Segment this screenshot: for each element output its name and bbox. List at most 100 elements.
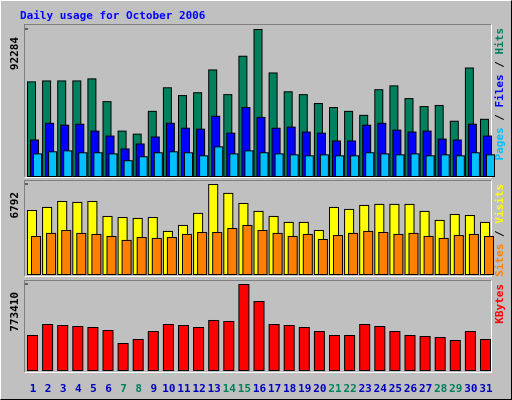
bar bbox=[259, 152, 269, 177]
bar bbox=[257, 230, 268, 275]
bar bbox=[480, 338, 491, 372]
legend-entry: Pages bbox=[493, 127, 506, 160]
x-tick-label: 8 bbox=[135, 382, 142, 395]
bar bbox=[378, 231, 389, 276]
legend: Pages / Files / Hits bbox=[493, 28, 506, 161]
x-tick-label: 18 bbox=[283, 382, 296, 395]
panel-bevel bbox=[24, 180, 492, 277]
bar bbox=[344, 334, 356, 372]
x-tick-label: 27 bbox=[419, 382, 432, 395]
bar bbox=[138, 156, 148, 177]
bar bbox=[153, 152, 163, 177]
bar bbox=[283, 324, 295, 371]
bar bbox=[404, 334, 416, 372]
bar bbox=[423, 235, 434, 276]
bar bbox=[193, 327, 205, 371]
bar bbox=[410, 153, 420, 177]
bar bbox=[48, 151, 58, 177]
x-tick-label: 30 bbox=[464, 382, 477, 395]
panel-bevel bbox=[24, 280, 492, 373]
bar bbox=[182, 233, 192, 275]
y-tick-label: 6792 bbox=[8, 192, 21, 219]
x-tick-label: 13 bbox=[208, 382, 221, 395]
bar bbox=[272, 232, 283, 275]
x-tick-label: 2 bbox=[45, 382, 52, 395]
bar bbox=[455, 155, 465, 178]
x-tick-label: 31 bbox=[479, 382, 493, 395]
panel-bevel bbox=[24, 180, 492, 277]
bar bbox=[302, 233, 313, 275]
bar bbox=[359, 323, 371, 371]
bar bbox=[212, 231, 223, 276]
bar bbox=[166, 237, 177, 275]
bar bbox=[393, 233, 404, 275]
bar bbox=[335, 155, 344, 178]
bar bbox=[333, 235, 343, 275]
x-tick-label: 15 bbox=[238, 382, 251, 395]
x-tick-label: 29 bbox=[449, 382, 462, 395]
bar bbox=[46, 232, 57, 275]
x-tick-label: 26 bbox=[404, 382, 418, 395]
bar bbox=[238, 284, 250, 371]
x-tick-label: 22 bbox=[343, 382, 356, 395]
panel-bevel bbox=[24, 24, 492, 178]
legend-separator: / bbox=[493, 108, 506, 128]
bar bbox=[223, 320, 235, 371]
bar bbox=[470, 152, 480, 177]
bar bbox=[178, 324, 189, 371]
bar bbox=[408, 232, 419, 275]
x-tick-label: 6 bbox=[105, 382, 112, 395]
bar bbox=[199, 155, 209, 178]
x-tick-label: 24 bbox=[374, 382, 388, 395]
bar bbox=[419, 335, 431, 372]
bar bbox=[374, 325, 386, 371]
x-tick-label: 17 bbox=[268, 382, 281, 395]
bar bbox=[486, 154, 495, 178]
bar bbox=[102, 330, 114, 371]
bar bbox=[319, 154, 329, 178]
bar bbox=[184, 152, 193, 177]
x-tick-label: 16 bbox=[253, 382, 267, 395]
chart-title: Daily usage for October 2006 bbox=[20, 9, 206, 22]
bar bbox=[87, 327, 99, 371]
x-tick-label: 19 bbox=[298, 382, 311, 395]
bar bbox=[484, 235, 494, 276]
x-tick-label: 7 bbox=[120, 382, 127, 395]
bar bbox=[229, 153, 239, 177]
bar bbox=[253, 301, 265, 371]
x-tick-label: 23 bbox=[359, 382, 372, 395]
legend-entry: Visits bbox=[493, 184, 506, 224]
bar bbox=[365, 152, 375, 177]
bar bbox=[244, 150, 254, 178]
bar bbox=[57, 324, 69, 371]
x-tick-label: 10 bbox=[162, 382, 175, 395]
bar bbox=[132, 338, 144, 372]
bar bbox=[304, 155, 314, 178]
x-tick-label: 5 bbox=[90, 382, 97, 395]
bar bbox=[121, 239, 132, 276]
legend-separator: / bbox=[493, 55, 506, 75]
bar bbox=[106, 235, 117, 276]
bar bbox=[380, 153, 390, 177]
bar bbox=[208, 319, 220, 371]
bar bbox=[214, 146, 224, 178]
bar bbox=[72, 325, 84, 371]
y-tick-label: 773410 bbox=[8, 292, 21, 332]
legend: Sites / Visits bbox=[493, 184, 506, 277]
bar bbox=[274, 153, 284, 177]
bar bbox=[268, 323, 280, 371]
bar bbox=[91, 233, 102, 275]
x-tick-label: 25 bbox=[389, 382, 402, 395]
bar bbox=[434, 336, 446, 372]
bar bbox=[93, 152, 103, 177]
bar bbox=[108, 153, 118, 177]
legend-separator: / bbox=[493, 224, 506, 244]
bar bbox=[147, 331, 159, 371]
bar bbox=[464, 331, 476, 371]
x-tick-label: 28 bbox=[434, 382, 447, 395]
bar bbox=[33, 153, 42, 177]
legend-entry: Hits bbox=[493, 28, 506, 55]
x-tick-label: 21 bbox=[328, 382, 342, 395]
